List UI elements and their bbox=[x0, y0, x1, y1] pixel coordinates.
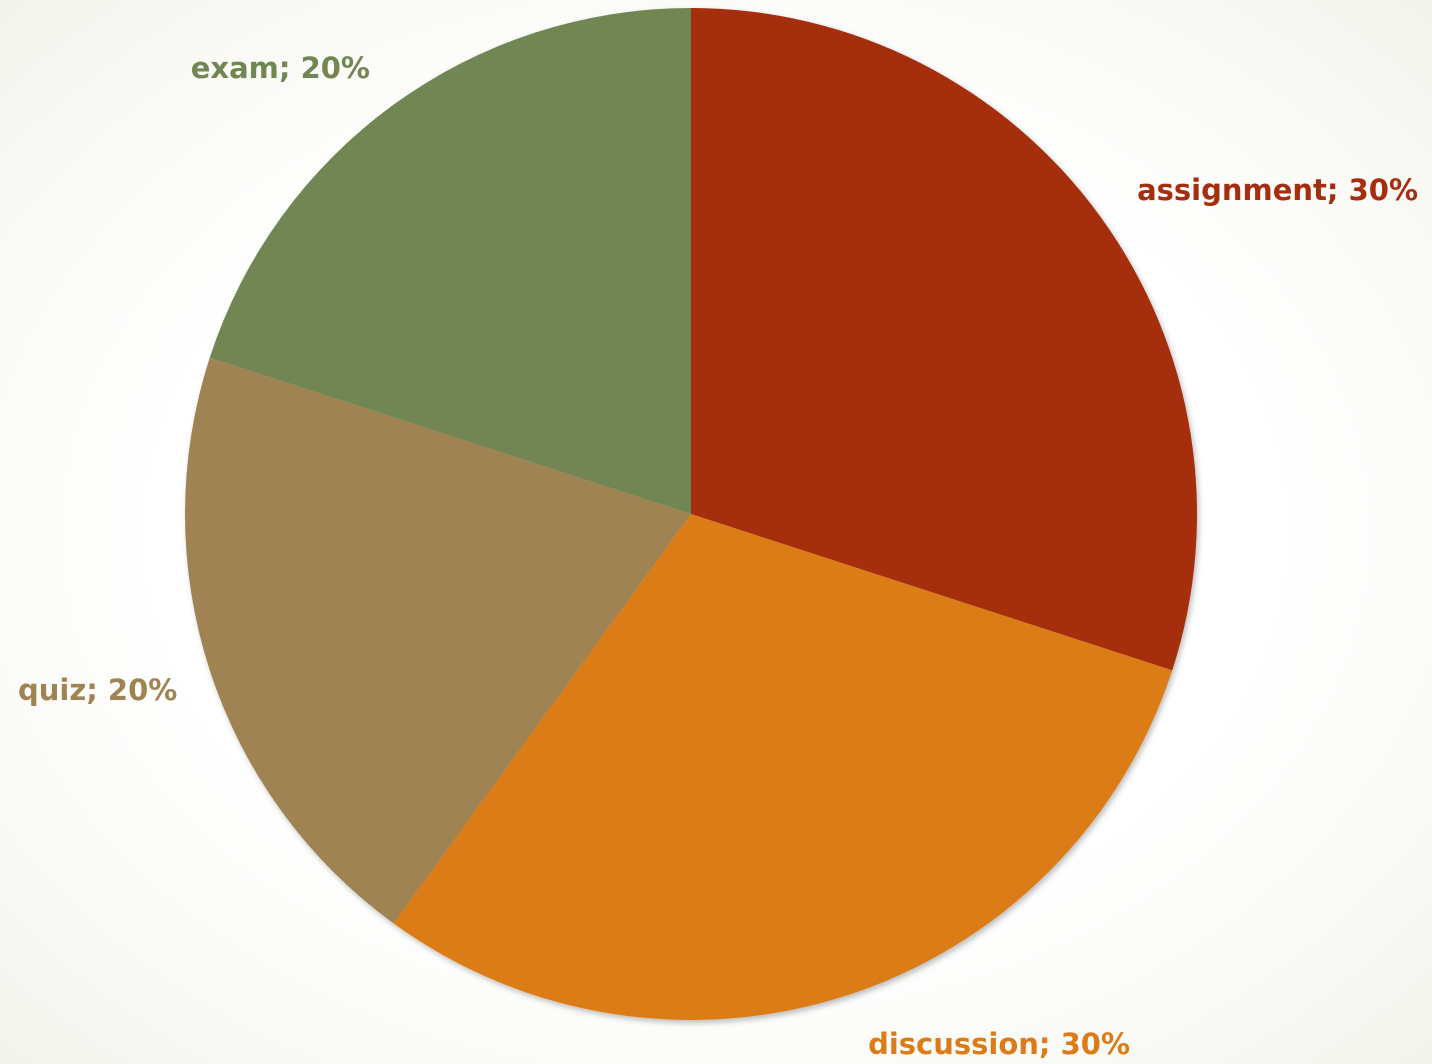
pie-slice-assignment bbox=[691, 8, 1197, 671]
pie-labels: assignment; 30% discussion; 30% quiz; 20% e… bbox=[18, 51, 1418, 1061]
pie-label-quiz: quiz; 20% bbox=[18, 673, 177, 707]
pie-slice-discussion bbox=[393, 514, 1173, 1020]
pie-label-discussion: discussion; 30% bbox=[868, 1027, 1130, 1061]
pie-slice-quiz bbox=[185, 357, 692, 924]
pie-slices bbox=[185, 8, 1197, 1020]
pie-label-exam: exam; 20% bbox=[191, 51, 370, 85]
pie-slice-exam bbox=[209, 8, 691, 514]
pie-label-assignment: assignment; 30% bbox=[1137, 173, 1418, 207]
